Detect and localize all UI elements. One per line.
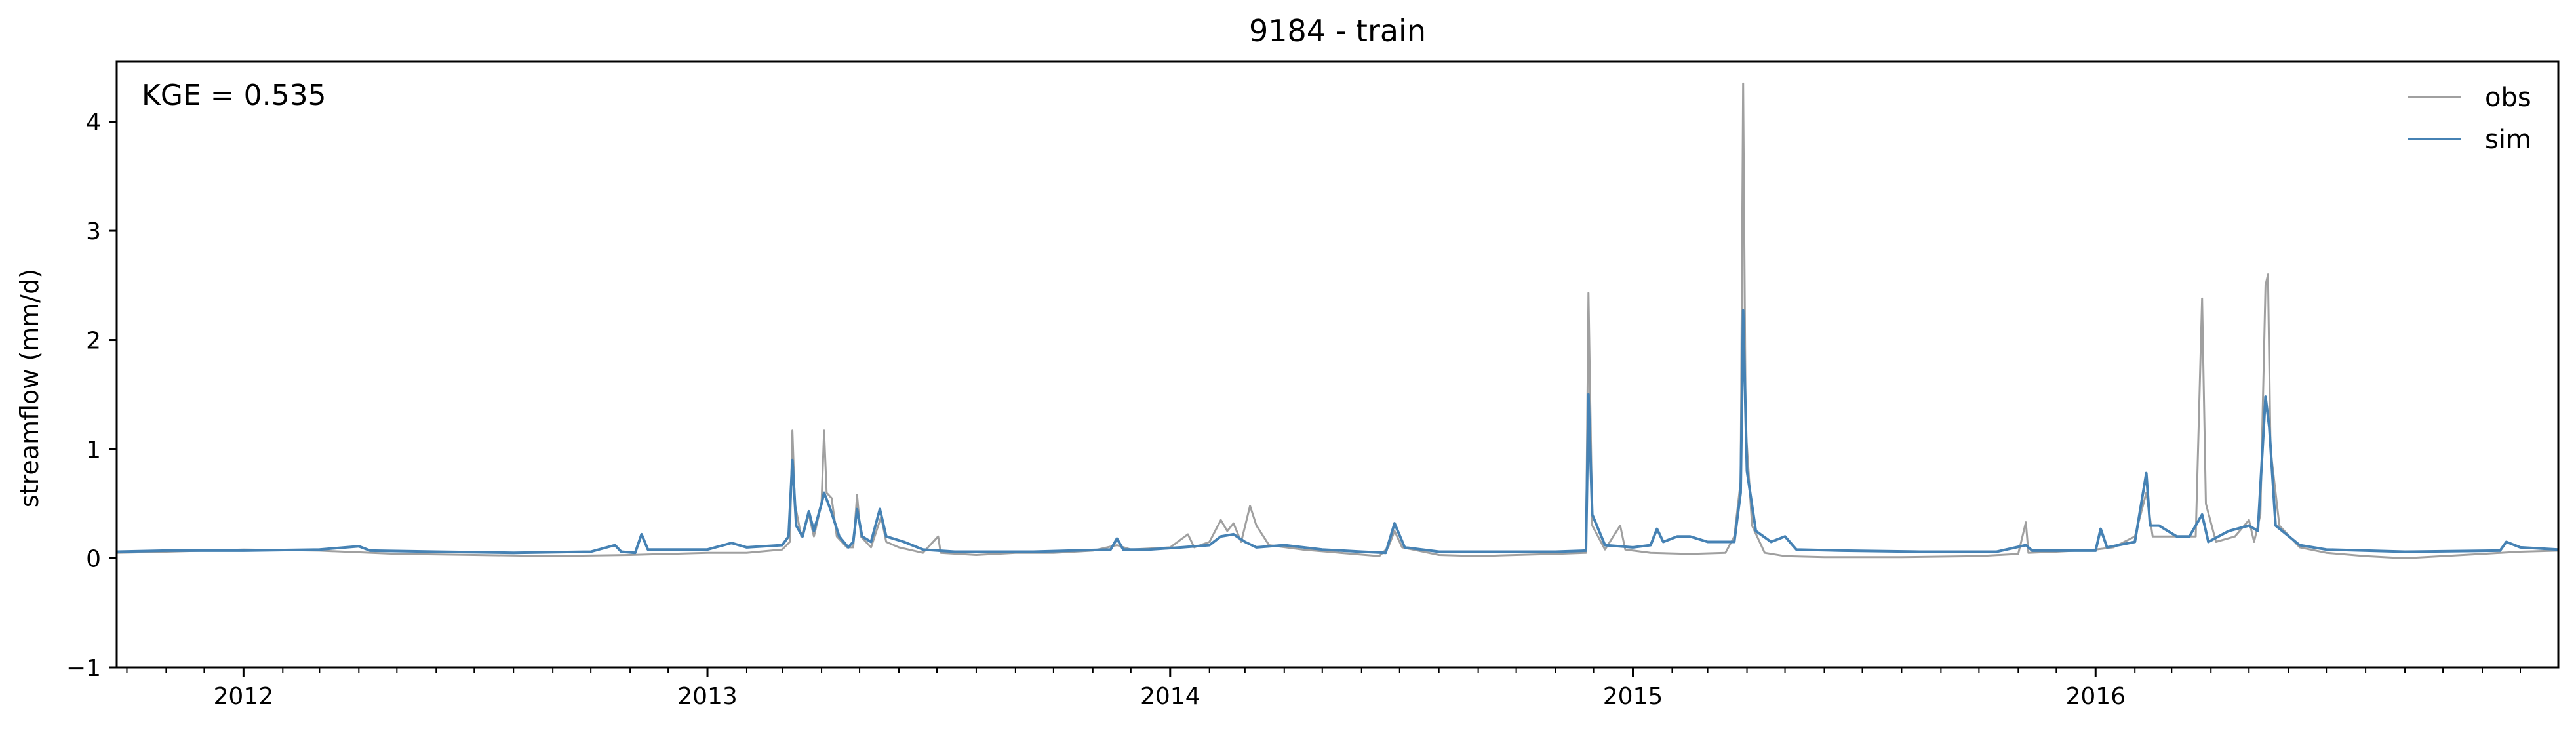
kge-annotation: KGE = 0.535 bbox=[142, 79, 327, 112]
series-sim-line bbox=[117, 309, 2558, 555]
y-tick-label: 2 bbox=[86, 328, 101, 355]
legend-label-sim: sim bbox=[2485, 125, 2531, 155]
chart-title: 9184 - train bbox=[1249, 13, 1426, 49]
x-tick-label: 2013 bbox=[677, 683, 738, 710]
series-obs-line bbox=[117, 82, 2558, 559]
y-tick-label: 1 bbox=[86, 437, 101, 464]
x-tick-label: 2016 bbox=[2065, 683, 2126, 710]
plot-frame bbox=[115, 60, 2560, 669]
legend-label-obs: obs bbox=[2485, 83, 2531, 113]
y-tick-label: 3 bbox=[86, 218, 101, 245]
y-axis-label: streamflow (mm/d) bbox=[15, 269, 44, 507]
x-axis: 2012 2013 2014 2015 2016 bbox=[126, 667, 2521, 710]
y-axis: −1 0 1 2 3 4 bbox=[66, 109, 117, 682]
x-tick-label: 2015 bbox=[1603, 683, 1663, 710]
legend: obs sim bbox=[2408, 83, 2531, 155]
x-tick-label: 2012 bbox=[214, 683, 274, 710]
y-tick-label: −1 bbox=[66, 655, 101, 682]
y-tick-label: 0 bbox=[86, 546, 101, 573]
x-tick-label: 2014 bbox=[1140, 683, 1200, 710]
series-layer bbox=[117, 82, 2558, 559]
y-tick-label: 4 bbox=[86, 109, 101, 136]
